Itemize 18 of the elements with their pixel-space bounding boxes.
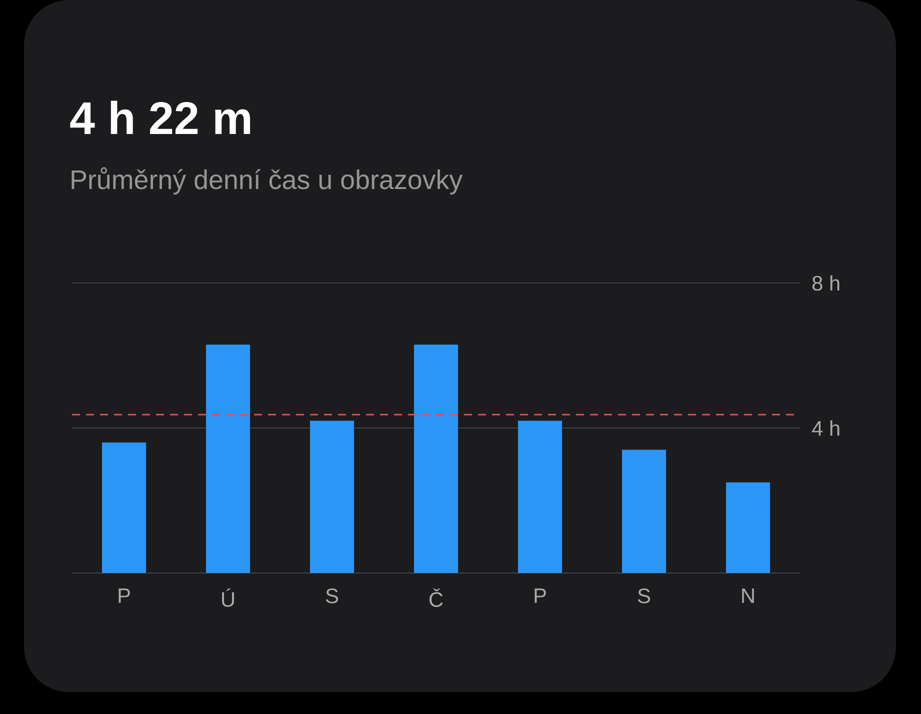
- bar: [414, 344, 458, 573]
- bar: [206, 344, 250, 573]
- chart-subtitle: Průměrný denní čas u obrazovky: [72, 167, 463, 195]
- x-tick-label: S: [326, 588, 338, 604]
- bar: [726, 482, 770, 573]
- y-tick-label: 8 h: [812, 275, 840, 291]
- x-tick-label: S: [638, 588, 650, 604]
- bar: [518, 420, 562, 573]
- x-tick-label: Č: [430, 588, 443, 607]
- x-tick-label: P: [534, 588, 546, 603]
- bar: [310, 420, 354, 573]
- chart-title: 4 h 22 m: [70, 100, 250, 134]
- bar: [102, 442, 146, 573]
- x-tick-label: N: [742, 588, 754, 603]
- bar: [622, 450, 666, 573]
- x-tick-label: Ú: [222, 588, 234, 607]
- y-tick-label: 4 h: [812, 420, 840, 436]
- x-tick-label: P: [118, 588, 130, 603]
